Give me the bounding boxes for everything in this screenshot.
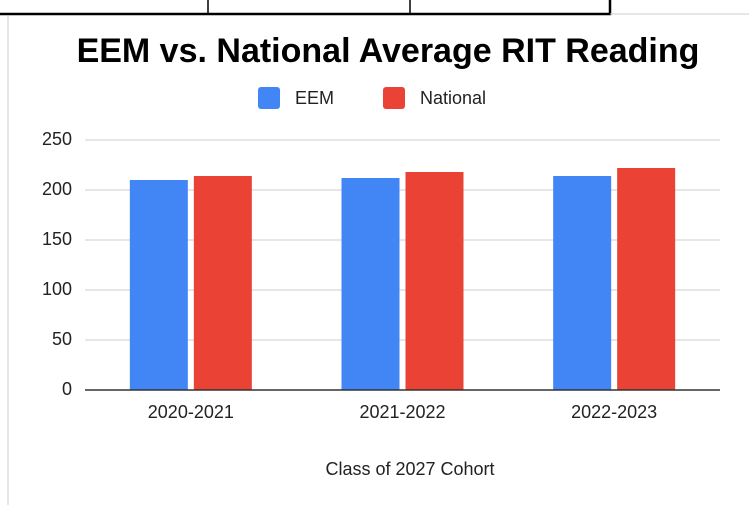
bar bbox=[341, 178, 400, 390]
bar bbox=[193, 176, 252, 390]
y-tick-label: 100 bbox=[42, 279, 72, 299]
bar bbox=[129, 180, 188, 390]
x-tick-label: 2020-2021 bbox=[148, 402, 234, 422]
bar bbox=[617, 168, 676, 390]
table-border bbox=[0, 0, 612, 16]
bar bbox=[405, 172, 464, 390]
chart-title: EEM vs. National Average RIT Reading bbox=[77, 32, 700, 70]
legend-label: National bbox=[420, 88, 486, 108]
legend-label: EEM bbox=[295, 88, 334, 108]
y-tick-label: 150 bbox=[42, 229, 72, 249]
y-tick-label: 200 bbox=[42, 179, 72, 199]
legend-swatch bbox=[258, 87, 280, 109]
x-tick-label: 2022-2023 bbox=[571, 402, 657, 422]
x-tick-label: 2021-2022 bbox=[359, 402, 445, 422]
y-tick-label: 250 bbox=[42, 129, 72, 149]
bar bbox=[553, 176, 612, 390]
legend-swatch bbox=[383, 87, 405, 109]
y-tick-label: 50 bbox=[52, 329, 72, 349]
y-tick-label: 0 bbox=[62, 379, 72, 399]
x-axis-title: Class of 2027 Cohort bbox=[325, 459, 494, 479]
